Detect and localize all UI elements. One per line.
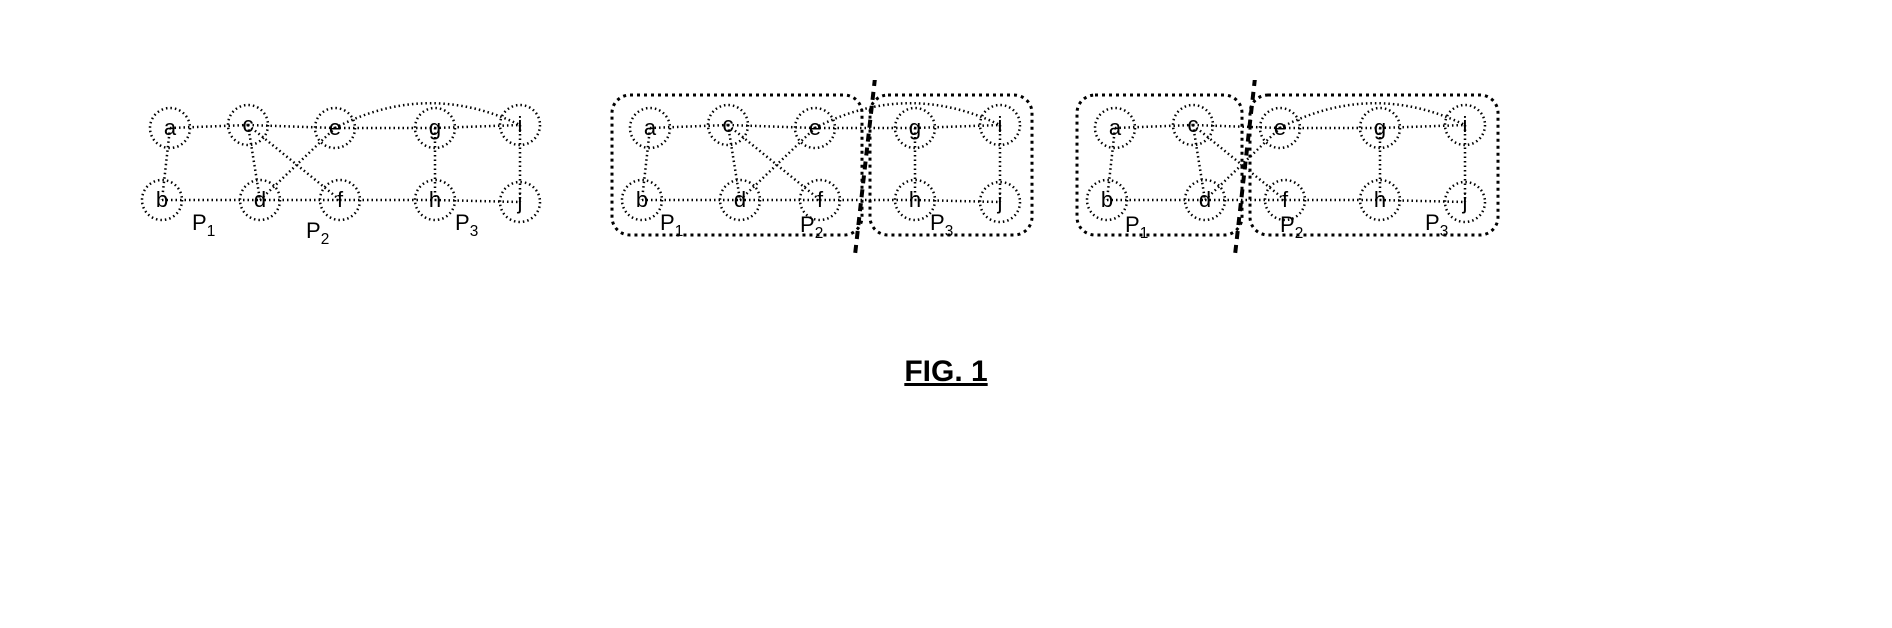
edge-c-e [248, 125, 335, 128]
node-label-g: g [429, 115, 441, 140]
edge-a-c [170, 125, 248, 128]
node-label-j: j [997, 189, 1003, 214]
graph-panel-c: abcdefghijP1P2P3 [1065, 80, 1505, 290]
node-label-b: b [1101, 187, 1113, 212]
graph-panel-a: a b c d e f g h i j P1 P2 P3 [120, 80, 560, 290]
edge-a-c [650, 125, 728, 128]
node-label-d: d [1199, 187, 1211, 212]
graph-panel-b: abcdefghijP1P2P3 [600, 80, 1040, 290]
partition-label-P2: P2 [306, 218, 329, 248]
node-label-f: f [1282, 187, 1289, 212]
edge-e-i [815, 103, 1000, 128]
partition-box-0 [1077, 95, 1242, 235]
node-label-e: e [1274, 115, 1286, 140]
node-label-f: f [817, 187, 824, 212]
node-label-a: a [164, 115, 177, 140]
partition-box-1 [870, 95, 1032, 235]
edge-e-i [1280, 103, 1465, 128]
edge-e-i [335, 103, 520, 128]
node-label-e: e [809, 115, 821, 140]
node-label-h: h [909, 187, 921, 212]
edge-c-e [728, 125, 815, 128]
node-label-f: f [337, 187, 344, 212]
edge-c-e [1193, 125, 1280, 128]
edge-g-i [1380, 125, 1465, 128]
node-label-g: g [909, 115, 921, 140]
node-label-d: d [254, 187, 266, 212]
node-label-a: a [1109, 115, 1122, 140]
node-label-i: i [1463, 112, 1468, 137]
node-label-c: c [243, 112, 254, 137]
node-label-g: g [1374, 115, 1386, 140]
node-label-j: j [1462, 189, 1468, 214]
edge-h-j [915, 200, 1000, 202]
node-label-e: e [329, 115, 341, 140]
partition-label-P1: P1 [1125, 212, 1148, 242]
figure-label: FIG. 1 [904, 355, 987, 389]
node-label-h: h [429, 187, 441, 212]
node-label-d: d [734, 187, 746, 212]
page-root: { "figure_label": { "text": "FIG. 1", "f… [0, 0, 1892, 628]
edge-a-c [1115, 125, 1193, 128]
partition-label-P2: P2 [1280, 212, 1303, 242]
node-label-b: b [636, 187, 648, 212]
node-label-h: h [1374, 187, 1386, 212]
node-label-i: i [998, 112, 1003, 137]
edge-g-i [435, 125, 520, 128]
node-label-c: c [1188, 112, 1199, 137]
node-label-j: j [517, 189, 523, 214]
edge-h-j [1380, 200, 1465, 202]
node-label-a: a [644, 115, 657, 140]
partition-label-P3: P3 [455, 210, 478, 240]
partition-label-P1: P1 [192, 210, 215, 240]
edge-h-j [435, 200, 520, 202]
node-label-i: i [518, 112, 523, 137]
edge-g-i [915, 125, 1000, 128]
node-label-b: b [156, 187, 168, 212]
partition-label-P2: P2 [800, 212, 823, 242]
node-label-c: c [723, 112, 734, 137]
